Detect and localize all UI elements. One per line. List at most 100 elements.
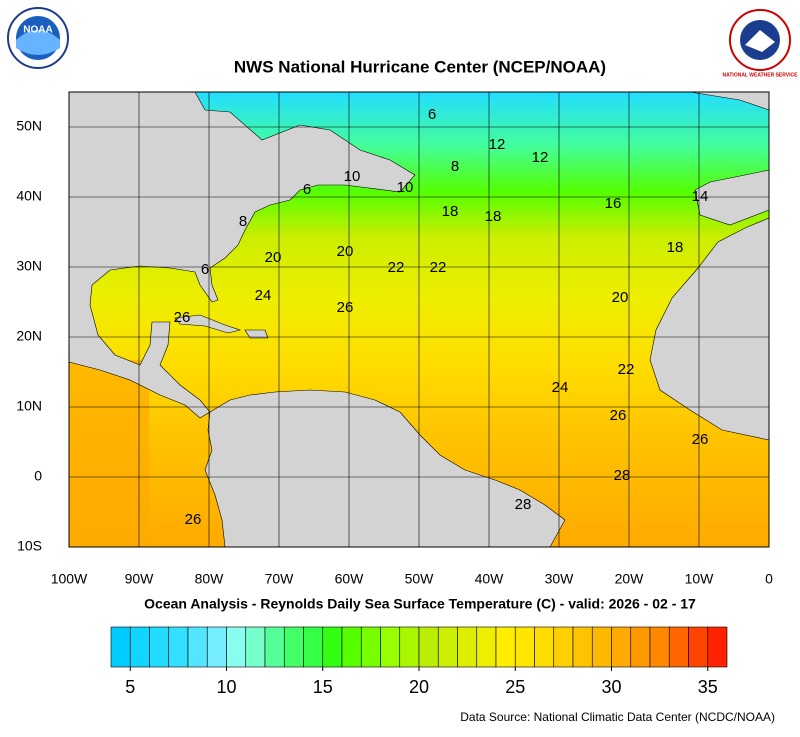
contour-label: 6 [428,106,436,123]
x-tick-label: 90W [125,571,155,587]
pacific-ocean [69,360,149,547]
colorbar-box [457,626,478,668]
contour-label: 26 [610,407,627,424]
contour-label: 20 [265,249,282,266]
contour-label: 16 [605,195,622,212]
africa-europe [649,92,770,441]
colorbar-box [707,626,728,668]
contour-label: 8 [451,158,459,175]
colorbar-box [149,626,170,668]
y-tick-label: 0 [34,468,42,484]
colorbar-box [360,626,381,668]
y-tick-label: 10S [17,538,42,554]
y-tick-label: 50N [16,118,42,134]
contour-label: 28 [515,496,532,513]
x-tick-label: 70W [265,571,295,587]
colorbar-box [591,626,612,668]
colorbar-tick-label: 10 [216,677,236,697]
colorbar-box [341,626,362,668]
colorbar-box [514,626,535,668]
colorbar-box [129,626,150,668]
x-tick-label: 20W [615,571,645,587]
map: 6 12 12 8 10 10 6 18 18 16 14 18 20 20 22 22 6 24 26 20 26 22… [68,91,770,548]
y-tick-label: 20N [16,328,42,344]
colorbar-box [226,626,247,668]
colorbar-box [110,626,131,668]
graticule [68,92,770,548]
x-tick-label: 10W [685,571,715,587]
contour-label: 12 [489,136,506,153]
map-ticks: 100W 90W 80W 70W 60W 50W 40W 30W 20W 10W 0 50N 40N 30… [16,118,773,587]
contour-label: 18 [667,239,684,256]
contour-label: 26 [174,309,191,326]
contour-label: 26 [185,511,202,528]
nws-logo: NATIONAL WEATHER SERVICE [723,9,799,78]
colorbar-tick-label: 30 [601,677,621,697]
x-tick-label: 30W [545,571,575,587]
colorbar-box [495,626,516,668]
noaa-logo: NOAA [7,7,69,69]
map-frame [68,91,770,548]
colorbar-box [418,626,439,668]
hispaniola [244,329,269,339]
south-america [204,389,566,548]
colorbar-box [476,626,497,668]
contour-label: 10 [344,168,361,185]
title: NWS National Hurricane Center (NCEP/NOAA… [234,57,606,76]
contour-label: 20 [337,243,354,260]
contour-label: 14 [692,188,709,205]
contour-label: 24 [552,379,569,396]
colorbar-box [668,626,689,668]
nws-logo-text: NATIONAL WEATHER SERVICE [723,72,799,78]
x-tick-label: 40W [475,571,505,587]
colorbar-tick-label: 15 [313,677,333,697]
contour-label: 18 [442,203,459,220]
colorbar-box [380,626,401,668]
x-tick-label: 60W [335,571,365,587]
contour-label: 22 [618,361,635,378]
noaa-logo-text: NOAA [23,25,52,36]
contour-label: 6 [303,181,311,198]
colorbar: 5 10 15 20 25 30 35 [110,626,728,697]
colorbar-box [437,626,458,668]
contour-label: 10 [397,179,414,196]
contour-label: 22 [388,259,405,276]
colorbar-tick-label: 25 [505,677,525,697]
colorbar-box [206,626,227,668]
contour-label: 8 [239,213,247,230]
cuba [174,314,242,334]
colorbar-box [283,626,304,668]
x-tick-label: 50W [405,571,435,587]
colorbar-tick-label: 5 [125,677,135,697]
contour-label: 26 [337,299,354,316]
contour-label: 12 [532,149,549,166]
colorbar-box [303,626,324,668]
colorbar-box [534,626,555,668]
colorbar-tick-label: 20 [409,677,429,697]
contour-label: 6 [201,261,209,278]
north-america [68,91,416,419]
contour-label: 18 [485,208,502,225]
colorbar-box [187,626,208,668]
colorbar-box [611,626,632,668]
colorbar-box [630,626,651,668]
x-tick-label: 80W [195,571,225,587]
contour-label: 22 [430,259,447,276]
y-tick-label: 30N [16,258,42,274]
contour-label: 28 [614,467,631,484]
colorbar-box [168,626,189,668]
colorbar-box [688,626,709,668]
x-tick-label: 100W [51,571,88,587]
colorbar-tick-label: 35 [698,677,718,697]
source-note: Data Source: National Climatic Data Cent… [460,710,775,724]
colorbar-box [399,626,420,668]
colorbar-box [245,626,266,668]
contour-label: 24 [255,287,272,304]
contour-label: 20 [612,289,629,306]
y-tick-label: 40N [16,188,42,204]
colorbar-box [264,626,285,668]
colorbar-box [322,626,343,668]
contour-labels: 6 12 12 8 10 10 6 18 18 16 14 18 20 20 22 22 6 24 26 20 26 22… [174,106,709,528]
